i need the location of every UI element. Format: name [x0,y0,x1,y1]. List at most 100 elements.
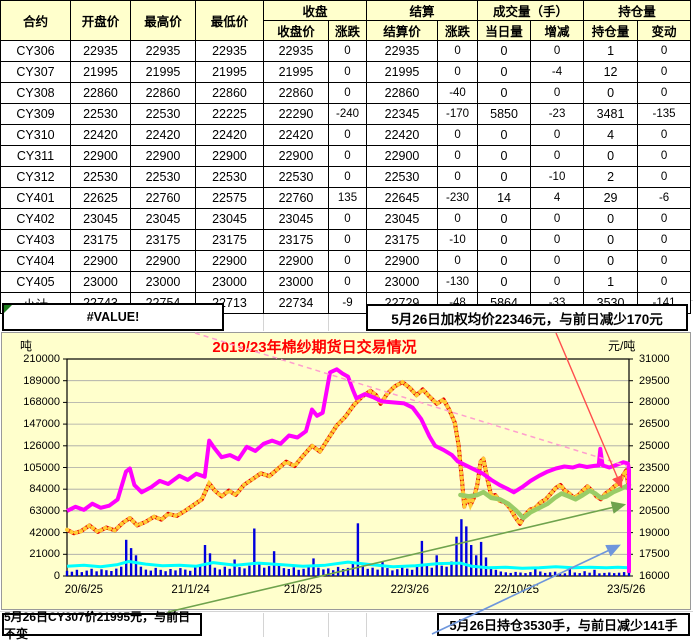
cell-high[interactable]: 22530 [130,103,196,125]
cell-close[interactable]: 22290 [263,103,329,125]
cell-oi_chg[interactable]: 0 [637,166,692,188]
cell-close[interactable]: 23175 [263,229,329,251]
cell-low[interactable]: 22530 [195,166,264,188]
cell-settle_chg[interactable]: 0 [437,166,479,188]
cell-settle[interactable]: 22345 [366,103,439,125]
cell-settle_chg[interactable]: -230 [437,187,479,209]
cell-chg[interactable]: 0 [327,271,368,293]
cell-vol_chg[interactable]: 0 [530,250,585,272]
position-note-box[interactable]: 5月26日持仓3530手，与前日减少141手 [437,613,690,636]
cell-close[interactable]: 22935 [263,40,329,62]
cell-chg[interactable]: 0 [327,229,368,251]
cell-settle[interactable]: 22935 [366,40,439,62]
cell-oi_chg[interactable]: 0 [637,61,692,83]
cell-contract[interactable]: CY403 [0,229,71,251]
value-error-box[interactable]: #VALUE! [2,303,224,331]
cell-oi_chg[interactable]: 0 [637,82,692,104]
cell-high[interactable]: 22530 [130,166,196,188]
cell-high[interactable]: 22900 [130,145,196,167]
cell-vol_chg[interactable]: 0 [530,208,585,230]
col-header-high[interactable]: 最高价 [130,0,196,41]
cell-day_vol[interactable]: 0 [477,145,532,167]
cell-low[interactable]: 22900 [195,250,264,272]
cell-day_vol[interactable]: 0 [477,124,532,146]
cell-low[interactable]: 21995 [195,61,264,83]
col-header-volchg[interactable]: 增减 [530,20,585,41]
cell-high[interactable]: 22900 [130,250,196,272]
cell-high[interactable]: 22935 [130,40,196,62]
cell-close[interactable]: 22734 [263,292,329,314]
cell-oi[interactable]: 2 [583,166,639,188]
cell-settle[interactable]: 23045 [366,208,439,230]
cell-close[interactable]: 21995 [263,61,329,83]
cell-low[interactable]: 22575 [195,187,264,209]
cell-settle[interactable]: 22900 [366,145,439,167]
cy307-note-box[interactable]: 5月26日CY307价21995元，与前日不变 [2,610,202,641]
cell-contract[interactable]: CY402 [0,208,71,230]
cell-chg[interactable]: -9 [327,292,368,314]
cell-high[interactable]: 23175 [130,229,196,251]
cell-open[interactable]: 22530 [70,166,131,188]
col-header-open[interactable]: 开盘价 [70,0,131,41]
cell-settle[interactable]: 21995 [366,61,439,83]
cell-oi[interactable]: 0 [583,145,639,167]
cell-close[interactable]: 22760 [263,187,329,209]
cell-day_vol[interactable]: 14 [477,187,532,209]
cell-settle_chg[interactable]: -170 [437,103,479,125]
cell-high[interactable]: 23045 [130,208,196,230]
cell-open[interactable]: 22625 [70,187,131,209]
cell-chg[interactable]: 0 [327,166,368,188]
cell-high[interactable]: 22860 [130,82,196,104]
cell-chg[interactable]: 0 [327,250,368,272]
col-header-contract[interactable]: 合约 [0,0,71,41]
cell-settle_chg[interactable]: 0 [437,208,479,230]
cell-contract[interactable]: CY311 [0,145,71,167]
cell-open[interactable]: 22900 [70,145,131,167]
cell-oi[interactable]: 29 [583,187,639,209]
cell-settle[interactable]: 22860 [366,82,439,104]
cell-open[interactable]: 22530 [70,103,131,125]
cell-oi_chg[interactable]: -135 [637,103,692,125]
cell-vol_chg[interactable]: 0 [530,82,585,104]
cell-low[interactable]: 22900 [195,145,264,167]
cell-close[interactable]: 22900 [263,250,329,272]
cell-open[interactable]: 22860 [70,82,131,104]
cell-settle[interactable]: 22645 [366,187,439,209]
cell-vol_chg[interactable]: -23 [530,103,585,125]
cell-settle_chg[interactable]: 0 [437,145,479,167]
cell-open[interactable]: 22935 [70,40,131,62]
col-group-oi[interactable]: 持仓量 [583,0,692,21]
cell-settle[interactable]: 23175 [366,229,439,251]
cell-chg[interactable]: 0 [327,145,368,167]
col-header-close[interactable]: 收盘价 [263,20,329,41]
cell-day_vol[interactable]: 0 [477,208,532,230]
cell-close[interactable]: 22530 [263,166,329,188]
cell-low[interactable]: 22225 [195,103,264,125]
cell-close[interactable]: 23000 [263,271,329,293]
cell-contract[interactable]: CY404 [0,250,71,272]
cell-chg[interactable]: 0 [327,82,368,104]
cell-settle_chg[interactable]: 0 [437,124,479,146]
cell-open[interactable]: 23175 [70,229,131,251]
cell-settle_chg[interactable]: -130 [437,271,479,293]
cell-settle_chg[interactable]: 0 [437,250,479,272]
cell-settle_chg[interactable]: -10 [437,229,479,251]
daily-trading-chart[interactable]: 吨 2019/23年棉纱期货日交易情况 元/吨 210000 189000 1680… [1,332,691,610]
cell-chg[interactable]: 0 [327,40,368,62]
cell-oi[interactable]: 1 [583,271,639,293]
cell-oi[interactable]: 0 [583,229,639,251]
cell-settle[interactable]: 22530 [366,166,439,188]
cell-oi_chg[interactable]: -6 [637,187,692,209]
cell-low[interactable]: 22935 [195,40,264,62]
cell-high[interactable]: 22760 [130,187,196,209]
col-group-close[interactable]: 收盘 [262,0,368,21]
cell-oi_chg[interactable]: 0 [637,229,692,251]
cell-settle_chg[interactable]: -40 [437,82,479,104]
cell-settle_chg[interactable]: 0 [437,61,479,83]
cell-vol_chg[interactable]: 4 [530,187,585,209]
cell-oi_chg[interactable]: 0 [637,208,692,230]
cell-open[interactable]: 22420 [70,124,131,146]
cell-chg[interactable]: -240 [327,103,368,125]
cell-day_vol[interactable]: 0 [477,229,532,251]
cell-day_vol[interactable]: 0 [477,166,532,188]
